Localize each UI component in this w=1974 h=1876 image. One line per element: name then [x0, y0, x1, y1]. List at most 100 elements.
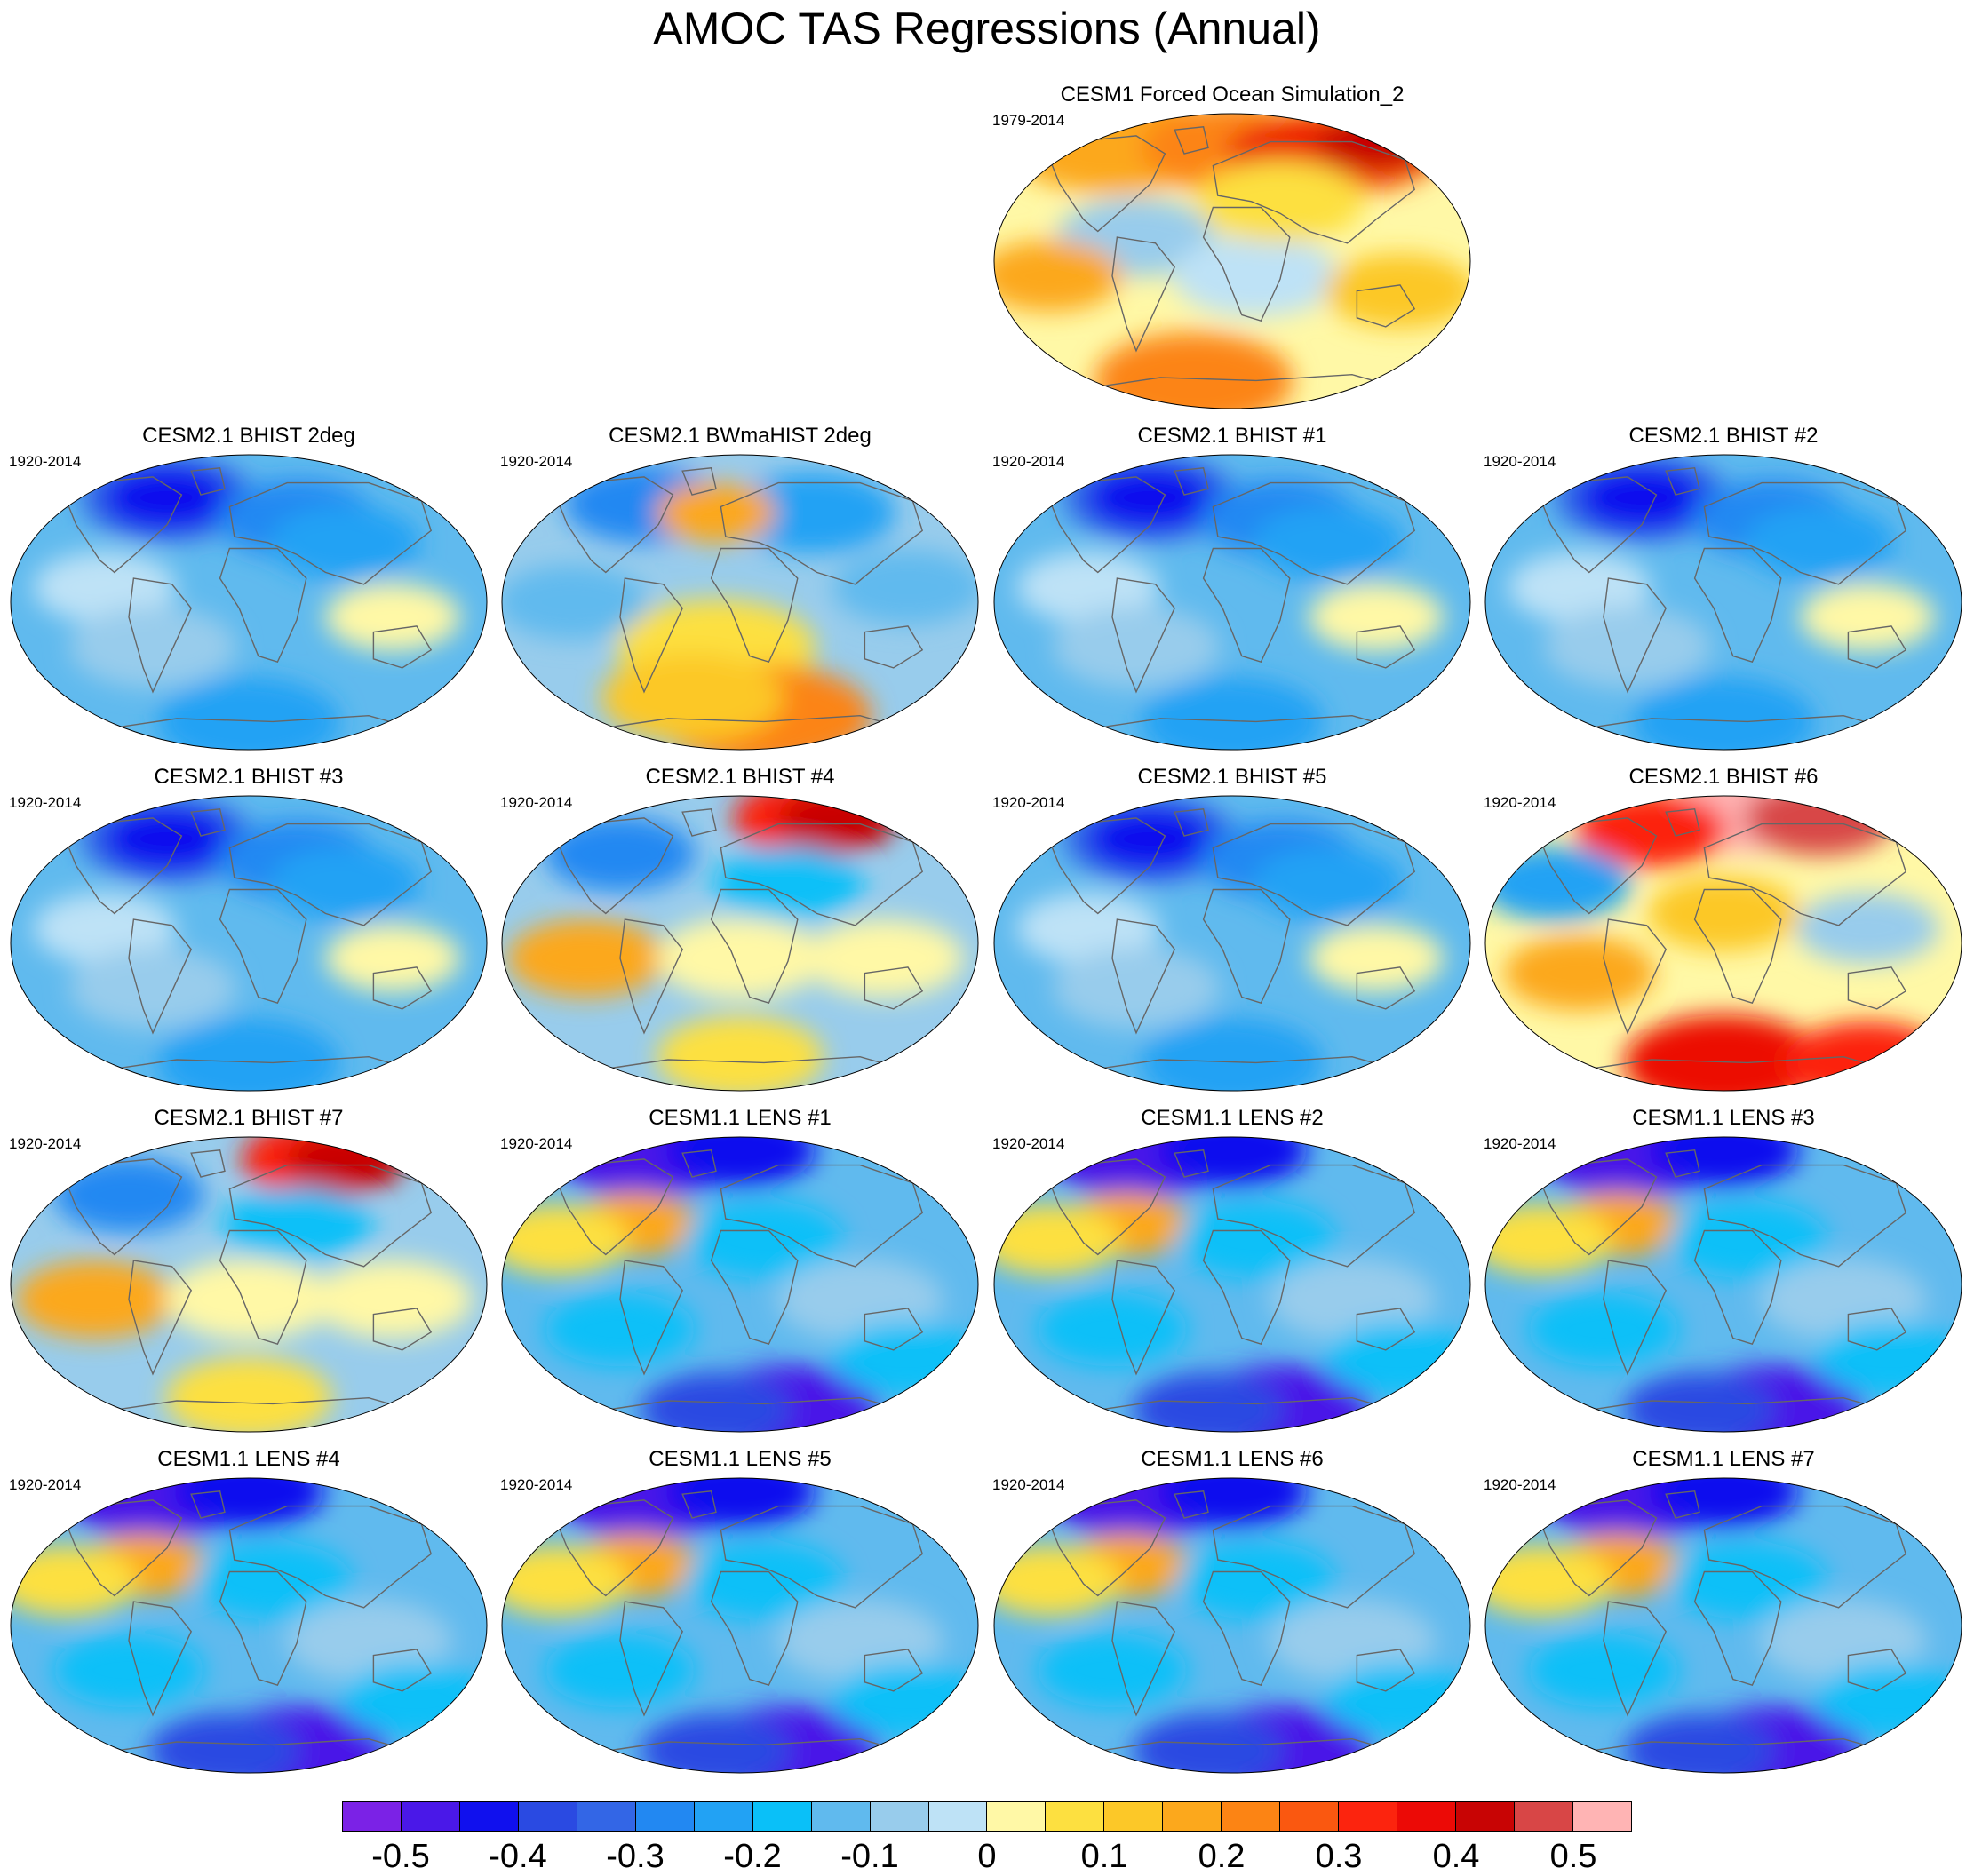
coastline — [1847, 1308, 1907, 1351]
anomaly-region — [325, 583, 460, 651]
robinson-map — [993, 1136, 1471, 1433]
coastline — [219, 888, 307, 1005]
map-border — [10, 795, 488, 1092]
map-panel: CESM2.1 BHIST #5 1920-2014 — [992, 764, 1472, 1093]
anomaly-region — [1176, 1541, 1336, 1620]
colorbar-label: 0.5 — [1549, 1838, 1597, 1875]
coastline — [228, 481, 433, 585]
colorbar-segment — [1515, 1802, 1574, 1831]
coastline — [1356, 284, 1416, 328]
anomaly-region — [657, 1015, 824, 1091]
robinson-map — [501, 454, 979, 751]
colorbar-label: 0.1 — [1080, 1838, 1128, 1875]
coastline — [710, 1570, 799, 1687]
anomaly-region — [103, 807, 231, 871]
anomaly-region — [684, 1200, 844, 1279]
robinson-map — [10, 795, 488, 1092]
coastline — [65, 1158, 183, 1256]
anomaly-region — [1760, 1599, 1927, 1681]
anomaly-region — [1668, 1200, 1827, 1279]
coastline — [1111, 1601, 1176, 1717]
panel-title: CESM2.1 BHIST #7 — [154, 1106, 344, 1130]
coastline — [1847, 625, 1907, 669]
coastline — [1570, 714, 1897, 732]
anomaly-region — [165, 1356, 332, 1432]
coastline — [1603, 1601, 1668, 1717]
panel-years: 1920-2014 — [1484, 794, 1556, 811]
map-border — [10, 1136, 488, 1433]
coastline — [190, 1149, 226, 1178]
map-border — [1484, 1136, 1962, 1433]
figure-title: AMOC TAS Regressions (Annual) — [653, 4, 1321, 53]
panel-title: CESM1 Forced Ocean Simulation_2 — [1060, 83, 1405, 107]
coastline — [1540, 1499, 1658, 1597]
panel-years: 1920-2014 — [9, 1476, 82, 1493]
anomaly-region — [1325, 253, 1470, 329]
coastline — [586, 1055, 913, 1073]
anomaly-region — [1800, 583, 1935, 651]
map-panel: CESM1.1 LENS #7 1920-2014 — [1484, 1446, 1963, 1775]
robinson-map — [501, 1136, 979, 1433]
anomaly-region — [157, 677, 340, 750]
anomaly-region — [545, 1633, 696, 1708]
coastline — [1212, 1164, 1416, 1268]
panel-years: 1920-2014 — [500, 794, 573, 811]
anomaly-region — [1037, 1633, 1188, 1708]
map-panel: CESM1.1 LENS #5 1920-2014 — [500, 1446, 980, 1775]
panel-title: CESM2.1 BHIST 2deg — [142, 424, 355, 448]
anomaly-region — [1325, 1322, 1470, 1396]
anomaly-region — [313, 1260, 473, 1339]
coastline — [65, 476, 183, 574]
map-panel: CESM1.1 LENS #3 1920-2014 — [1484, 1105, 1963, 1434]
coastline — [720, 823, 924, 926]
coastline — [1570, 1737, 1897, 1755]
anomaly-region — [221, 1187, 372, 1262]
map-border — [501, 1136, 979, 1433]
anomaly-region — [506, 918, 666, 998]
panel-years: 1920-2014 — [992, 1476, 1065, 1493]
anomaly-region — [193, 1541, 353, 1620]
panel-years: 1920-2014 — [992, 794, 1065, 811]
colorbar-label: -0.2 — [723, 1838, 782, 1875]
colorbar-segment — [343, 1802, 402, 1831]
anomaly-region — [1086, 465, 1214, 530]
coastline — [1356, 966, 1416, 1010]
coastline — [1847, 1649, 1907, 1692]
panel-years: 1920-2014 — [500, 1135, 573, 1152]
panel-years: 1920-2014 — [1484, 1476, 1556, 1493]
coastline — [720, 481, 924, 585]
coastline — [1079, 1396, 1405, 1414]
anomaly-region — [1760, 1258, 1927, 1340]
anomaly-region — [1309, 583, 1444, 651]
coastline — [65, 817, 183, 915]
coastline — [586, 1737, 913, 1755]
map-panel: CESM1 Forced Ocean Simulation_2 1979-2014 — [992, 82, 1472, 410]
panel-years: 1920-2014 — [500, 453, 573, 470]
panel-title: CESM2.1 BHIST #1 — [1137, 424, 1327, 448]
anomaly-region — [285, 1599, 452, 1681]
robinson-map — [501, 795, 979, 1092]
map-panel: CESM2.1 BHIST #1 1920-2014 — [992, 423, 1472, 751]
anomaly-region — [1253, 505, 1404, 580]
anomaly-region — [1578, 465, 1706, 530]
coastline — [1693, 1570, 1782, 1687]
anomaly-region — [1269, 1258, 1436, 1340]
map-border — [501, 1477, 979, 1774]
coastline — [1212, 481, 1416, 585]
colorbar-label: 0.4 — [1432, 1838, 1480, 1875]
robinson-map — [10, 454, 488, 751]
panel-years: 1920-2014 — [992, 453, 1065, 470]
panel-title: CESM1.1 LENS #7 — [1632, 1447, 1815, 1471]
anomaly-region — [53, 1157, 204, 1233]
panel-years: 1920-2014 — [1484, 453, 1556, 470]
coastline — [228, 1164, 433, 1268]
coastline — [190, 808, 226, 837]
coastline — [219, 1229, 307, 1346]
coastline — [1079, 1737, 1405, 1755]
anomaly-region — [1016, 552, 1160, 624]
anomaly-region — [1504, 935, 1655, 1011]
anomaly-region — [1141, 677, 1324, 750]
anomaly-region — [1053, 606, 1220, 688]
coastline — [190, 467, 226, 496]
map-panel: CESM2.1 BHIST 2deg 1920-2014 — [9, 423, 489, 751]
